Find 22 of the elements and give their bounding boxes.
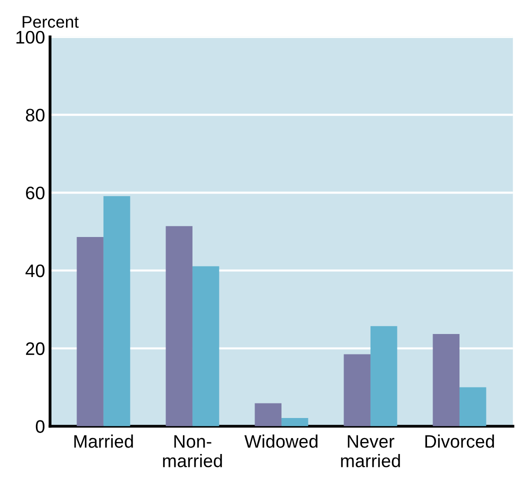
bar [370,326,398,426]
y-tick-label: 100 [16,30,44,44]
y-tick-label: 60 [26,186,44,200]
x-tick-label: Widowed [244,434,318,448]
bar [460,387,486,426]
y-tick-label: 20 [26,342,44,356]
y-tick-label: 40 [26,264,44,278]
bar [103,196,130,426]
bar [281,418,308,426]
bar [254,403,282,426]
x-tick-label: Non- married [163,435,222,468]
bar [192,266,220,426]
y-axis-title: Percent [22,16,79,28]
bar [166,226,192,426]
y-tick-label: 80 [26,108,44,122]
bar [76,237,104,426]
bar [432,334,460,426]
x-tick-label: Never married [341,435,400,468]
y-tick-label: 0 [36,420,44,433]
bar [344,354,370,426]
x-tick-label: Married [74,434,133,448]
x-tick-label: Divorced [425,434,494,448]
